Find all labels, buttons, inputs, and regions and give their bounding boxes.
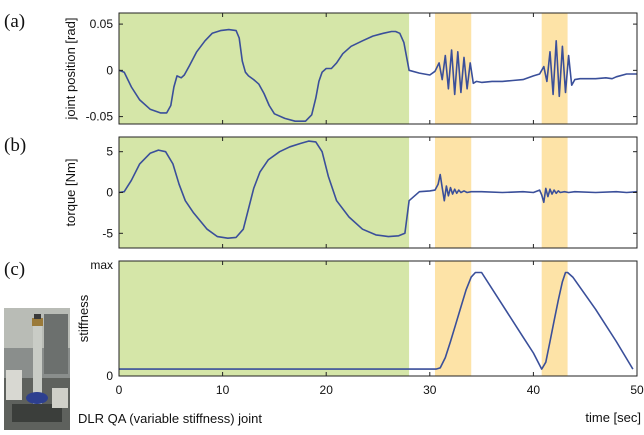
axes-frame bbox=[118, 12, 638, 125]
y-axis-title: joint position [rad] bbox=[63, 18, 78, 121]
y-tick-label: 0.05 bbox=[90, 17, 114, 31]
panels-layer: 0.050-0.05(a) joint position [rad]50-5(b)… bbox=[4, 11, 644, 425]
shaded-region-1 bbox=[119, 261, 410, 376]
series-line-2 bbox=[118, 140, 638, 239]
series-line-3 bbox=[119, 271, 634, 370]
photo-caption: DLR QA (variable stiffness) joint bbox=[78, 411, 262, 426]
shaded-region-2 bbox=[434, 261, 472, 376]
series-line-1 bbox=[118, 28, 637, 122]
axes-frame bbox=[118, 260, 638, 377]
y-axis-title: torque [Nm] bbox=[63, 159, 78, 227]
panel-3: max 0 (c) stiffness bbox=[4, 258, 638, 383]
x-tick-label: 50 bbox=[630, 383, 644, 397]
panel-letter: (a) bbox=[4, 11, 25, 32]
y-tick-label: 5 bbox=[106, 145, 113, 159]
x-tick-label: 20 bbox=[320, 383, 334, 397]
x-axis-title: time [sec] bbox=[585, 410, 641, 425]
y-axis-title: stiffness bbox=[76, 294, 91, 342]
y-tick-label: -0.05 bbox=[86, 110, 114, 124]
joint-photo bbox=[4, 308, 70, 430]
y-tick-label: max bbox=[90, 258, 113, 272]
panel-2: 5 0 -5 (b) torque [Nm] bbox=[4, 135, 638, 249]
x-tick-label: 10 bbox=[216, 383, 230, 397]
panel-letter: (c) bbox=[4, 259, 25, 280]
x-tick-label: 0 bbox=[116, 383, 123, 397]
panel-1: 0.05 0 -0.05 (a) joint position [rad] bbox=[4, 11, 638, 125]
shaded-region-1 bbox=[119, 13, 410, 124]
panel-letter: (b) bbox=[4, 135, 26, 156]
x-tick-label: 30 bbox=[423, 383, 437, 397]
x-tick-label: 40 bbox=[527, 383, 541, 397]
y-tick-label: 0 bbox=[106, 63, 113, 77]
y-tick-label: -5 bbox=[102, 226, 113, 240]
y-tick-label: 0 bbox=[106, 369, 113, 383]
joint-photo-icon bbox=[4, 308, 70, 430]
y-tick-label: 0 bbox=[106, 186, 113, 200]
